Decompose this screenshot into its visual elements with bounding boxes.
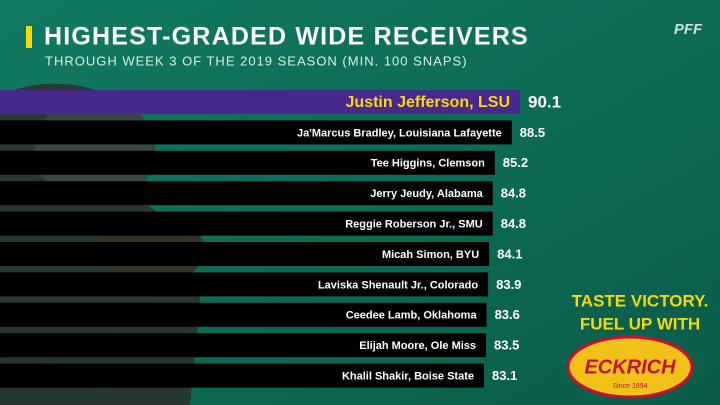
brand-name: ECKRICH [584, 356, 676, 378]
bar [0, 363, 484, 388]
brand-since: Since 1894 [612, 383, 647, 390]
bar [0, 272, 489, 297]
bar-label: Jerry Jeudy, Alabama [370, 188, 483, 200]
bar [0, 181, 493, 206]
value-label: 83.1 [492, 368, 517, 383]
logo: PFF [674, 21, 703, 38]
value-label: 90.1 [528, 92, 561, 111]
bar [0, 242, 490, 266]
bar-label: Laviska Shenault Jr., Colorado [318, 279, 478, 291]
bar-label: Ceedee Lamb, Oklahoma [346, 310, 478, 322]
value-label: 88.5 [520, 125, 545, 140]
brand-badge [566, 335, 694, 399]
value-label: 83.6 [495, 307, 520, 322]
bar-label: Khalil Shakir, Boise State [342, 371, 474, 383]
bar-label: Justin Jefferson, LSU [346, 94, 510, 111]
title-accent [26, 26, 32, 48]
value-label: 84.8 [501, 216, 526, 231]
bar [0, 120, 512, 145]
bar [0, 150, 495, 175]
bars: Justin Jefferson, LSU 90.1 Ja'Marcus Bradl… [0, 90, 561, 388]
bar [0, 90, 520, 114]
chart-title: HIGHEST-GRADED WIDE RECEIVERS [44, 23, 529, 51]
chart-subtitle: THROUGH WEEK 3 OF THE 2019 SEASON (MIN. … [45, 53, 468, 68]
ad-line: FUEL UP WITH [580, 314, 700, 333]
value-label: 83.9 [496, 277, 521, 292]
bar-label: Micah Simon, BYU [382, 249, 479, 261]
ad-line: TASTE VICTORY. [572, 291, 709, 310]
value-label: 85.2 [503, 155, 528, 170]
value-label: 84.8 [501, 186, 526, 201]
bar-label: Elijah Moore, Ole Miss [359, 340, 476, 352]
bar [0, 211, 493, 236]
bar-label: Ja'Marcus Bradley, Louisiana Lafayette [297, 127, 502, 139]
bar-label: Tee Higgins, Clemson [371, 158, 485, 170]
bar [0, 333, 487, 358]
bar-label: Reggie Roberson Jr., SMU [345, 219, 483, 231]
bar [0, 302, 487, 327]
value-label: 84.1 [497, 246, 522, 261]
value-label: 83.5 [494, 338, 519, 353]
